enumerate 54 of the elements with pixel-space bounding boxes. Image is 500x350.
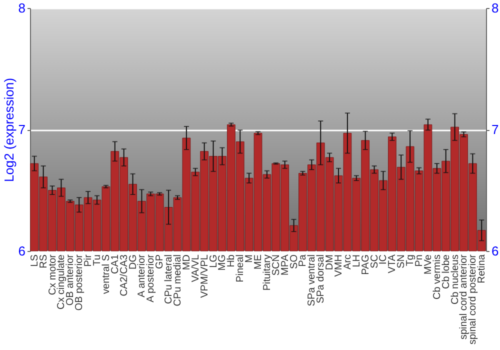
x-tick-label: OB anterior bbox=[65, 254, 76, 306]
x-tick-label: GP bbox=[154, 254, 166, 269]
y-tick-label: 7 bbox=[18, 122, 26, 137]
y2-tick-label: 6 bbox=[492, 244, 499, 258]
x-tick-label: Tu bbox=[92, 254, 103, 266]
x-tick-label: Cx cingulate bbox=[56, 254, 68, 310]
x-tick-label: CPu medial bbox=[172, 254, 184, 306]
x-tick-label: VPM/VPL bbox=[199, 254, 210, 298]
x-tick-label: MVe bbox=[422, 254, 434, 275]
x-tick-label: Pn bbox=[414, 254, 426, 267]
x-tick-label: PAG bbox=[360, 254, 372, 275]
x-tick-label: spinal cord anterior bbox=[458, 254, 470, 340]
x-tick-label: A posterior bbox=[146, 254, 157, 302]
x-tick-label: RS bbox=[38, 254, 50, 268]
x-tick-label: IC bbox=[378, 254, 390, 264]
y-tick-label: 8 bbox=[18, 0, 26, 16]
x-tick-label: ventral S bbox=[100, 254, 112, 294]
x-tick-label: LG bbox=[208, 254, 220, 268]
x-tick-label: DG bbox=[128, 254, 139, 270]
y2-tick-label: 7 bbox=[492, 122, 499, 137]
x-tick-label: SC bbox=[369, 254, 380, 268]
x-tick-label: SPa dorsal bbox=[316, 254, 327, 304]
x-tick-label: SN bbox=[396, 254, 408, 268]
y-axis-title: Log2 (expression) bbox=[1, 78, 16, 182]
y2-tick-label: 8 bbox=[492, 0, 499, 16]
x-tick-label: A anterior bbox=[136, 254, 148, 298]
x-tick-label: spinal cord posterior bbox=[468, 254, 479, 345]
x-tick-label: Pa bbox=[298, 254, 309, 267]
x-tick-label: LS bbox=[29, 254, 40, 267]
y-tick-label: 6 bbox=[18, 244, 26, 258]
x-tick-label: SCN bbox=[270, 254, 282, 276]
x-tick-label: VMH bbox=[334, 254, 344, 277]
x-tick-label: Cb nucleus bbox=[450, 254, 461, 305]
x-tick-label: MPA bbox=[280, 254, 291, 276]
x-tick-label: SO bbox=[288, 254, 300, 269]
x-tick-label: OB posterior bbox=[74, 254, 86, 311]
x-tick-label: Pineal bbox=[235, 254, 246, 282]
x-tick-label: Cb vermis bbox=[432, 254, 443, 300]
x-tick-label: LH bbox=[351, 254, 362, 268]
x-tick-label: Pir bbox=[83, 254, 94, 267]
x-tick-label: Pituitary bbox=[262, 254, 273, 291]
x-tick-label: MD bbox=[181, 254, 192, 270]
x-tick-label: DM bbox=[324, 254, 336, 270]
x-tick-label: VTA bbox=[387, 254, 398, 274]
x-tick-label: Arc bbox=[342, 254, 354, 270]
x-tick-label: Retina bbox=[476, 254, 488, 284]
x-tick-label: ME bbox=[253, 254, 264, 270]
x-tick-label: CA1 bbox=[110, 254, 121, 274]
x-tick-label: Tg bbox=[405, 254, 416, 266]
x-tick-label: Cb lobe bbox=[440, 254, 452, 289]
x-tick-label: M bbox=[244, 254, 256, 263]
x-tick-label: Hb bbox=[226, 254, 238, 268]
x-tick-label: VA/VL bbox=[190, 254, 202, 282]
x-tick-label: CA2/CA3 bbox=[118, 254, 130, 296]
